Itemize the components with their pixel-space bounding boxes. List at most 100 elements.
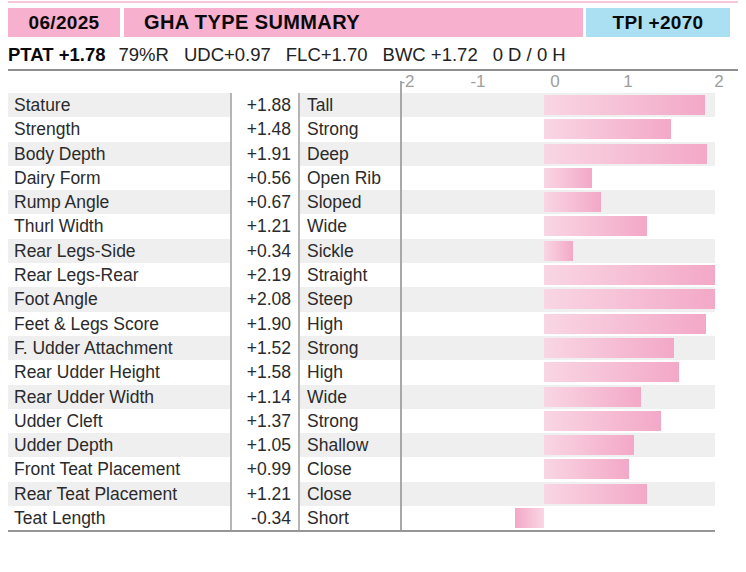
trait-name: Feet & Legs Score — [8, 312, 230, 336]
table-row: Dairy Form+0.56Open Rib — [8, 166, 738, 190]
trait-value: +0.34 — [230, 239, 298, 263]
trait-descriptor: Open Rib — [298, 166, 400, 190]
trait-rows: Stature+1.88TallStrength+1.48StrongBody … — [8, 93, 738, 530]
table-row: Body Depth+1.91Deep — [8, 142, 738, 166]
report-title: GHA TYPE SUMMARY — [124, 8, 583, 37]
axis-row: -2-1012 — [8, 71, 738, 93]
trait-name: Front Teat Placement — [8, 457, 230, 481]
tpi-badge: TPI +2070 — [586, 8, 730, 37]
report-header: 06/2025 GHA TYPE SUMMARY TPI +2070 — [8, 8, 738, 37]
trait-bar-cell — [400, 190, 715, 214]
table-bottom-border — [8, 530, 715, 532]
trait-name: Body Depth — [8, 142, 230, 166]
trait-descriptor: Shallow — [298, 433, 400, 457]
trait-bar — [544, 95, 705, 115]
table-row: Foot Angle+2.08Steep — [8, 287, 738, 311]
trait-descriptor: Wide — [298, 214, 400, 238]
trait-bar — [515, 508, 544, 528]
trait-value: +2.08 — [230, 287, 298, 311]
trait-name: Strength — [8, 117, 230, 141]
trait-bar — [544, 289, 715, 309]
stat-udc: UDC+0.97 — [184, 44, 271, 66]
trait-name: Rear Teat Placement — [8, 482, 230, 506]
trait-bar — [544, 435, 634, 455]
trait-value: +1.05 — [230, 433, 298, 457]
trait-bar-cell — [400, 506, 715, 530]
table-row: Rump Angle+0.67Sloped — [8, 190, 738, 214]
trait-descriptor: Strong — [298, 117, 400, 141]
trait-bar-cell — [400, 93, 715, 117]
trait-name: Udder Depth — [8, 433, 230, 457]
trait-bar-cell — [400, 336, 715, 360]
table-row: Rear Teat Placement+1.21Close — [8, 482, 738, 506]
trait-bar — [544, 168, 592, 188]
trait-name: Teat Length — [8, 506, 230, 530]
trait-value: +1.48 — [230, 117, 298, 141]
trait-name: Foot Angle — [8, 287, 230, 311]
trait-value: +1.14 — [230, 385, 298, 409]
trait-bar — [544, 411, 661, 431]
trait-name: Dairy Form — [8, 166, 230, 190]
trait-bar — [544, 241, 573, 261]
trait-descriptor: High — [298, 360, 400, 384]
axis-tick-label: 2 — [714, 72, 723, 92]
trait-name: Rear Legs-Rear — [8, 263, 230, 287]
trait-descriptor: Sickle — [298, 239, 400, 263]
trait-bar-cell — [400, 385, 715, 409]
trait-value: -0.34 — [230, 506, 298, 530]
table-row: Rear Udder Height+1.58High — [8, 360, 738, 384]
table-row: Udder Cleft+1.37Strong — [8, 409, 738, 433]
axis-tick-label: 0 — [550, 72, 559, 92]
stat-bwc: BWC +1.72 — [383, 44, 478, 66]
trait-bar — [544, 338, 674, 358]
trait-name: Rear Legs-Side — [8, 239, 230, 263]
table-row: Front Teat Placement+0.99Close — [8, 457, 738, 481]
trait-descriptor: Sloped — [298, 190, 400, 214]
trait-bar — [544, 119, 671, 139]
top-hairline — [8, 1, 738, 3]
trait-descriptor: Strong — [298, 336, 400, 360]
table-row: Rear Legs-Side+0.34Sickle — [8, 239, 738, 263]
chart-section: -2-1012 Stature+1.88TallStrength+1.48Str… — [8, 71, 738, 532]
trait-descriptor: Close — [298, 457, 400, 481]
table-row: Stature+1.88Tall — [8, 93, 738, 117]
trait-name: Udder Cleft — [8, 409, 230, 433]
trait-value: +1.21 — [230, 482, 298, 506]
trait-bar — [544, 387, 641, 407]
column-divider-descriptor — [298, 93, 300, 530]
trait-bar — [544, 144, 707, 164]
stat-reliability: 79%R — [119, 44, 169, 66]
trait-value: +1.58 — [230, 360, 298, 384]
trait-bar-cell — [400, 409, 715, 433]
chart-axis-line — [400, 81, 402, 530]
trait-name: Thurl Width — [8, 214, 230, 238]
trait-name: Rear Udder Width — [8, 385, 230, 409]
trait-value: +0.67 — [230, 190, 298, 214]
trait-bar-cell — [400, 482, 715, 506]
stats-row: PTAT +1.78 79%R UDC+0.97 FLC+1.70 BWC +1… — [8, 44, 738, 66]
trait-descriptor: Straight — [298, 263, 400, 287]
axis-tick-label: 1 — [623, 72, 632, 92]
trait-descriptor: Deep — [298, 142, 400, 166]
trait-descriptor: Steep — [298, 287, 400, 311]
stat-daughters-herds: 0 D / 0 H — [493, 44, 566, 66]
table-row: Rear Udder Width+1.14Wide — [8, 385, 738, 409]
trait-bar — [544, 314, 706, 334]
trait-descriptor: Tall — [298, 93, 400, 117]
trait-value: +2.19 — [230, 263, 298, 287]
stat-ptat: PTAT +1.78 — [8, 44, 106, 66]
trait-bar-cell — [400, 117, 715, 141]
trait-bar — [544, 265, 715, 285]
trait-value: +0.56 — [230, 166, 298, 190]
trait-value: +1.91 — [230, 142, 298, 166]
trait-value: +0.99 — [230, 457, 298, 481]
trait-name: Rump Angle — [8, 190, 230, 214]
trait-bar-cell — [400, 312, 715, 336]
report-date: 06/2025 — [8, 8, 120, 37]
trait-value: +1.88 — [230, 93, 298, 117]
trait-descriptor: Strong — [298, 409, 400, 433]
table-row: Udder Depth+1.05Shallow — [8, 433, 738, 457]
table-row: Thurl Width+1.21Wide — [8, 214, 738, 238]
table-row: Strength+1.48Strong — [8, 117, 738, 141]
trait-descriptor: High — [298, 312, 400, 336]
